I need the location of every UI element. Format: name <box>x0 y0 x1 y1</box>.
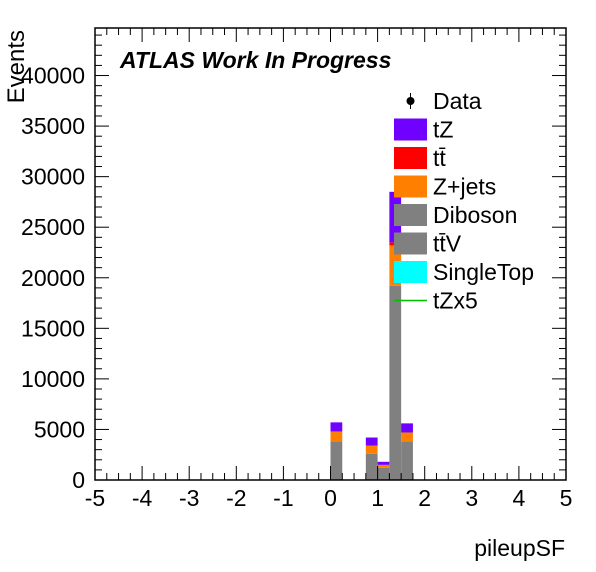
y-tick-label: 40000 <box>21 63 85 89</box>
y-tick-label: 0 <box>72 467 85 493</box>
bar-zjets <box>330 431 343 442</box>
legend-swatch <box>394 147 427 169</box>
bar-zjets <box>377 464 390 468</box>
bar-diboson <box>401 441 413 480</box>
x-tick-label: 1 <box>371 485 384 511</box>
y-axis-label: Events <box>3 30 30 103</box>
legend-swatch <box>394 175 427 198</box>
legend-label: tt̄V <box>433 231 462 257</box>
x-tick-label: 0 <box>324 485 337 511</box>
plot-frame <box>94 27 567 481</box>
x-tick-label: -5 <box>85 485 105 511</box>
legend-label: Diboson <box>433 202 517 228</box>
bar-zjets <box>401 432 413 442</box>
y-tick-label: 5000 <box>34 416 85 442</box>
x-tick-label: 2 <box>418 485 431 511</box>
y-tick-label: 20000 <box>21 265 85 291</box>
y-tick-label: 35000 <box>21 113 85 139</box>
y-tick-label: 15000 <box>21 315 85 341</box>
legend-label: tt̄ <box>433 145 446 171</box>
y-tick-label: 30000 <box>21 164 85 190</box>
legend-marker <box>406 97 415 105</box>
legend-swatch <box>394 204 427 226</box>
x-axis: -5 -4 -3 -2 -1 0 1 2 3 4 5 <box>85 28 573 511</box>
legend-swatch <box>394 232 427 255</box>
x-tick-label: -1 <box>273 485 293 511</box>
atlas-label: ATLAS Work In Progress <box>119 47 391 73</box>
bar-zjets <box>365 445 378 454</box>
bar-tz <box>401 423 413 433</box>
legend-label: tZx5 <box>433 288 478 314</box>
bar-diboson <box>365 453 378 480</box>
x-axis-label: pileupSF <box>474 535 565 561</box>
y-tick-label: 25000 <box>21 214 85 240</box>
bar-diboson <box>377 467 390 480</box>
x-tick-label: 3 <box>465 485 478 511</box>
bar-tz <box>330 422 343 432</box>
y-tick-label: 10000 <box>21 366 85 392</box>
legend-swatch <box>394 118 427 141</box>
y-axis: 0 5000 10000 15000 20000 25000 30000 35000 40000 <box>21 34 566 493</box>
legend-label: Z+jets <box>433 174 496 200</box>
bar-diboson <box>330 441 343 480</box>
legend-label: SingleTop <box>433 259 534 285</box>
bar-diboson <box>389 285 402 480</box>
x-tick-label: -3 <box>179 485 199 511</box>
legend-label: tZ <box>433 117 453 143</box>
bar-tz <box>377 461 390 465</box>
x-tick-label: -2 <box>226 485 246 511</box>
x-tick-label: -4 <box>132 485 153 511</box>
legend-label: Data <box>433 88 482 114</box>
legend-swatch <box>394 261 427 283</box>
x-tick-label: 5 <box>560 485 573 511</box>
bar-tz <box>365 437 378 446</box>
x-tick-label: 4 <box>513 485 526 511</box>
